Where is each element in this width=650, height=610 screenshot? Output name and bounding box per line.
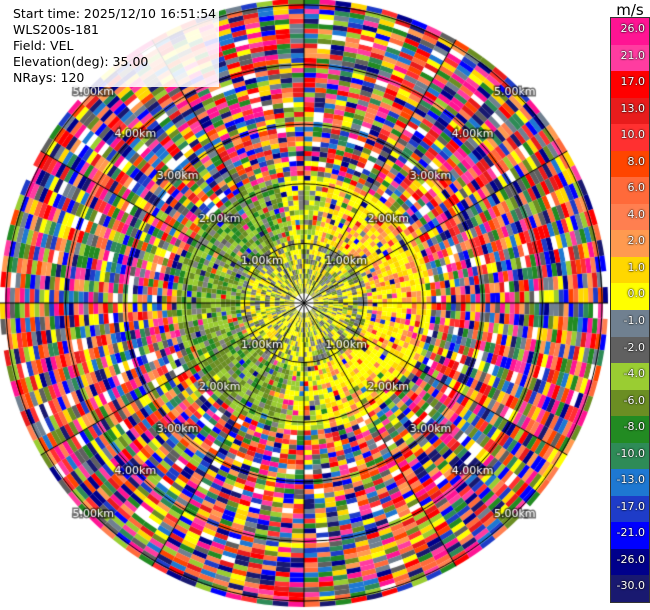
colorbar-tick-label: 13.0: [620, 101, 646, 115]
colorbar-tick-label: -8.0: [623, 420, 645, 434]
colorbar-tick-label: -10.0: [616, 446, 645, 460]
colorbar: 26.0 21.0 17.0 13.0 10.0 8.0 6.0 4.0 2.0 1.0 0.0 -1…: [610, 17, 650, 603]
colorbar-segment: 1.0: [611, 256, 649, 284]
colorbar-segment: -17.0: [611, 495, 649, 523]
colorbar-segment: -30.0: [611, 575, 649, 603]
colorbar-tick-label: -30.0: [616, 579, 645, 593]
nrays-text: NRays: 120: [13, 70, 85, 85]
colorbar-tick-label: 10.0: [620, 128, 646, 142]
colorbar-segment: 26.0: [611, 18, 649, 45]
colorbar-segment: 13.0: [611, 97, 649, 125]
colorbar-tick-label: 6.0: [627, 181, 646, 195]
colorbar-tick-label: 26.0: [620, 21, 646, 35]
colorbar-tick-label: -1.0: [623, 313, 645, 327]
colorbar-tick-label: -6.0: [623, 393, 645, 407]
colorbar-segment: -4.0: [611, 363, 649, 390]
colorbar-segment: 6.0: [611, 177, 649, 204]
colorbar-segment: 0.0: [611, 283, 649, 311]
colorbar-tick-label: -21.0: [616, 526, 645, 540]
info-panel: Start time: 2025/12/10 16:51:54 WLS200s-…: [12, 6, 220, 87]
colorbar-tick-label: 1.0: [627, 260, 646, 274]
colorbar-tick-label: 17.0: [620, 75, 646, 89]
colorbar-tick-label: 0.0: [627, 287, 646, 301]
colorbar-segment: -13.0: [611, 469, 649, 496]
colorbar-segment: -8.0: [611, 416, 649, 443]
colorbar-segment: 2.0: [611, 230, 649, 257]
colorbar-tick-label: 21.0: [620, 48, 646, 62]
site-text: WLS200s-181: [13, 22, 99, 37]
colorbar-segment: -2.0: [611, 336, 649, 364]
colorbar-segment: -10.0: [611, 442, 649, 470]
colorbar-segment: 10.0: [611, 124, 649, 151]
colorbar-segment: 4.0: [611, 203, 649, 231]
colorbar-segment: -26.0: [611, 548, 649, 576]
colorbar-tick-label: -2.0: [623, 340, 645, 354]
colorbar-segment: -6.0: [611, 389, 649, 417]
colorbar-tick-label: -13.0: [616, 473, 645, 487]
colorbar-unit: m/s: [616, 1, 644, 19]
colorbar-segment: 21.0: [611, 44, 649, 72]
colorbar-tick-label: -26.0: [616, 552, 645, 566]
colorbar-segment: -21.0: [611, 522, 649, 549]
colorbar-segment: -1.0: [611, 310, 649, 337]
elevation-text: Elevation(deg): 35.00: [13, 54, 149, 69]
colorbar-segment: 8.0: [611, 150, 649, 178]
start-time-text: Start time: 2025/12/10 16:51:54: [13, 6, 217, 21]
colorbar-tick-label: 2.0: [627, 234, 646, 248]
colorbar-tick-label: -17.0: [616, 499, 645, 513]
colorbar-tick-label: 8.0: [627, 154, 646, 168]
field-text: Field: VEL: [13, 38, 74, 53]
colorbar-tick-label: 4.0: [627, 207, 646, 221]
colorbar-tick-label: -4.0: [623, 367, 645, 381]
colorbar-segment: 17.0: [611, 71, 649, 98]
